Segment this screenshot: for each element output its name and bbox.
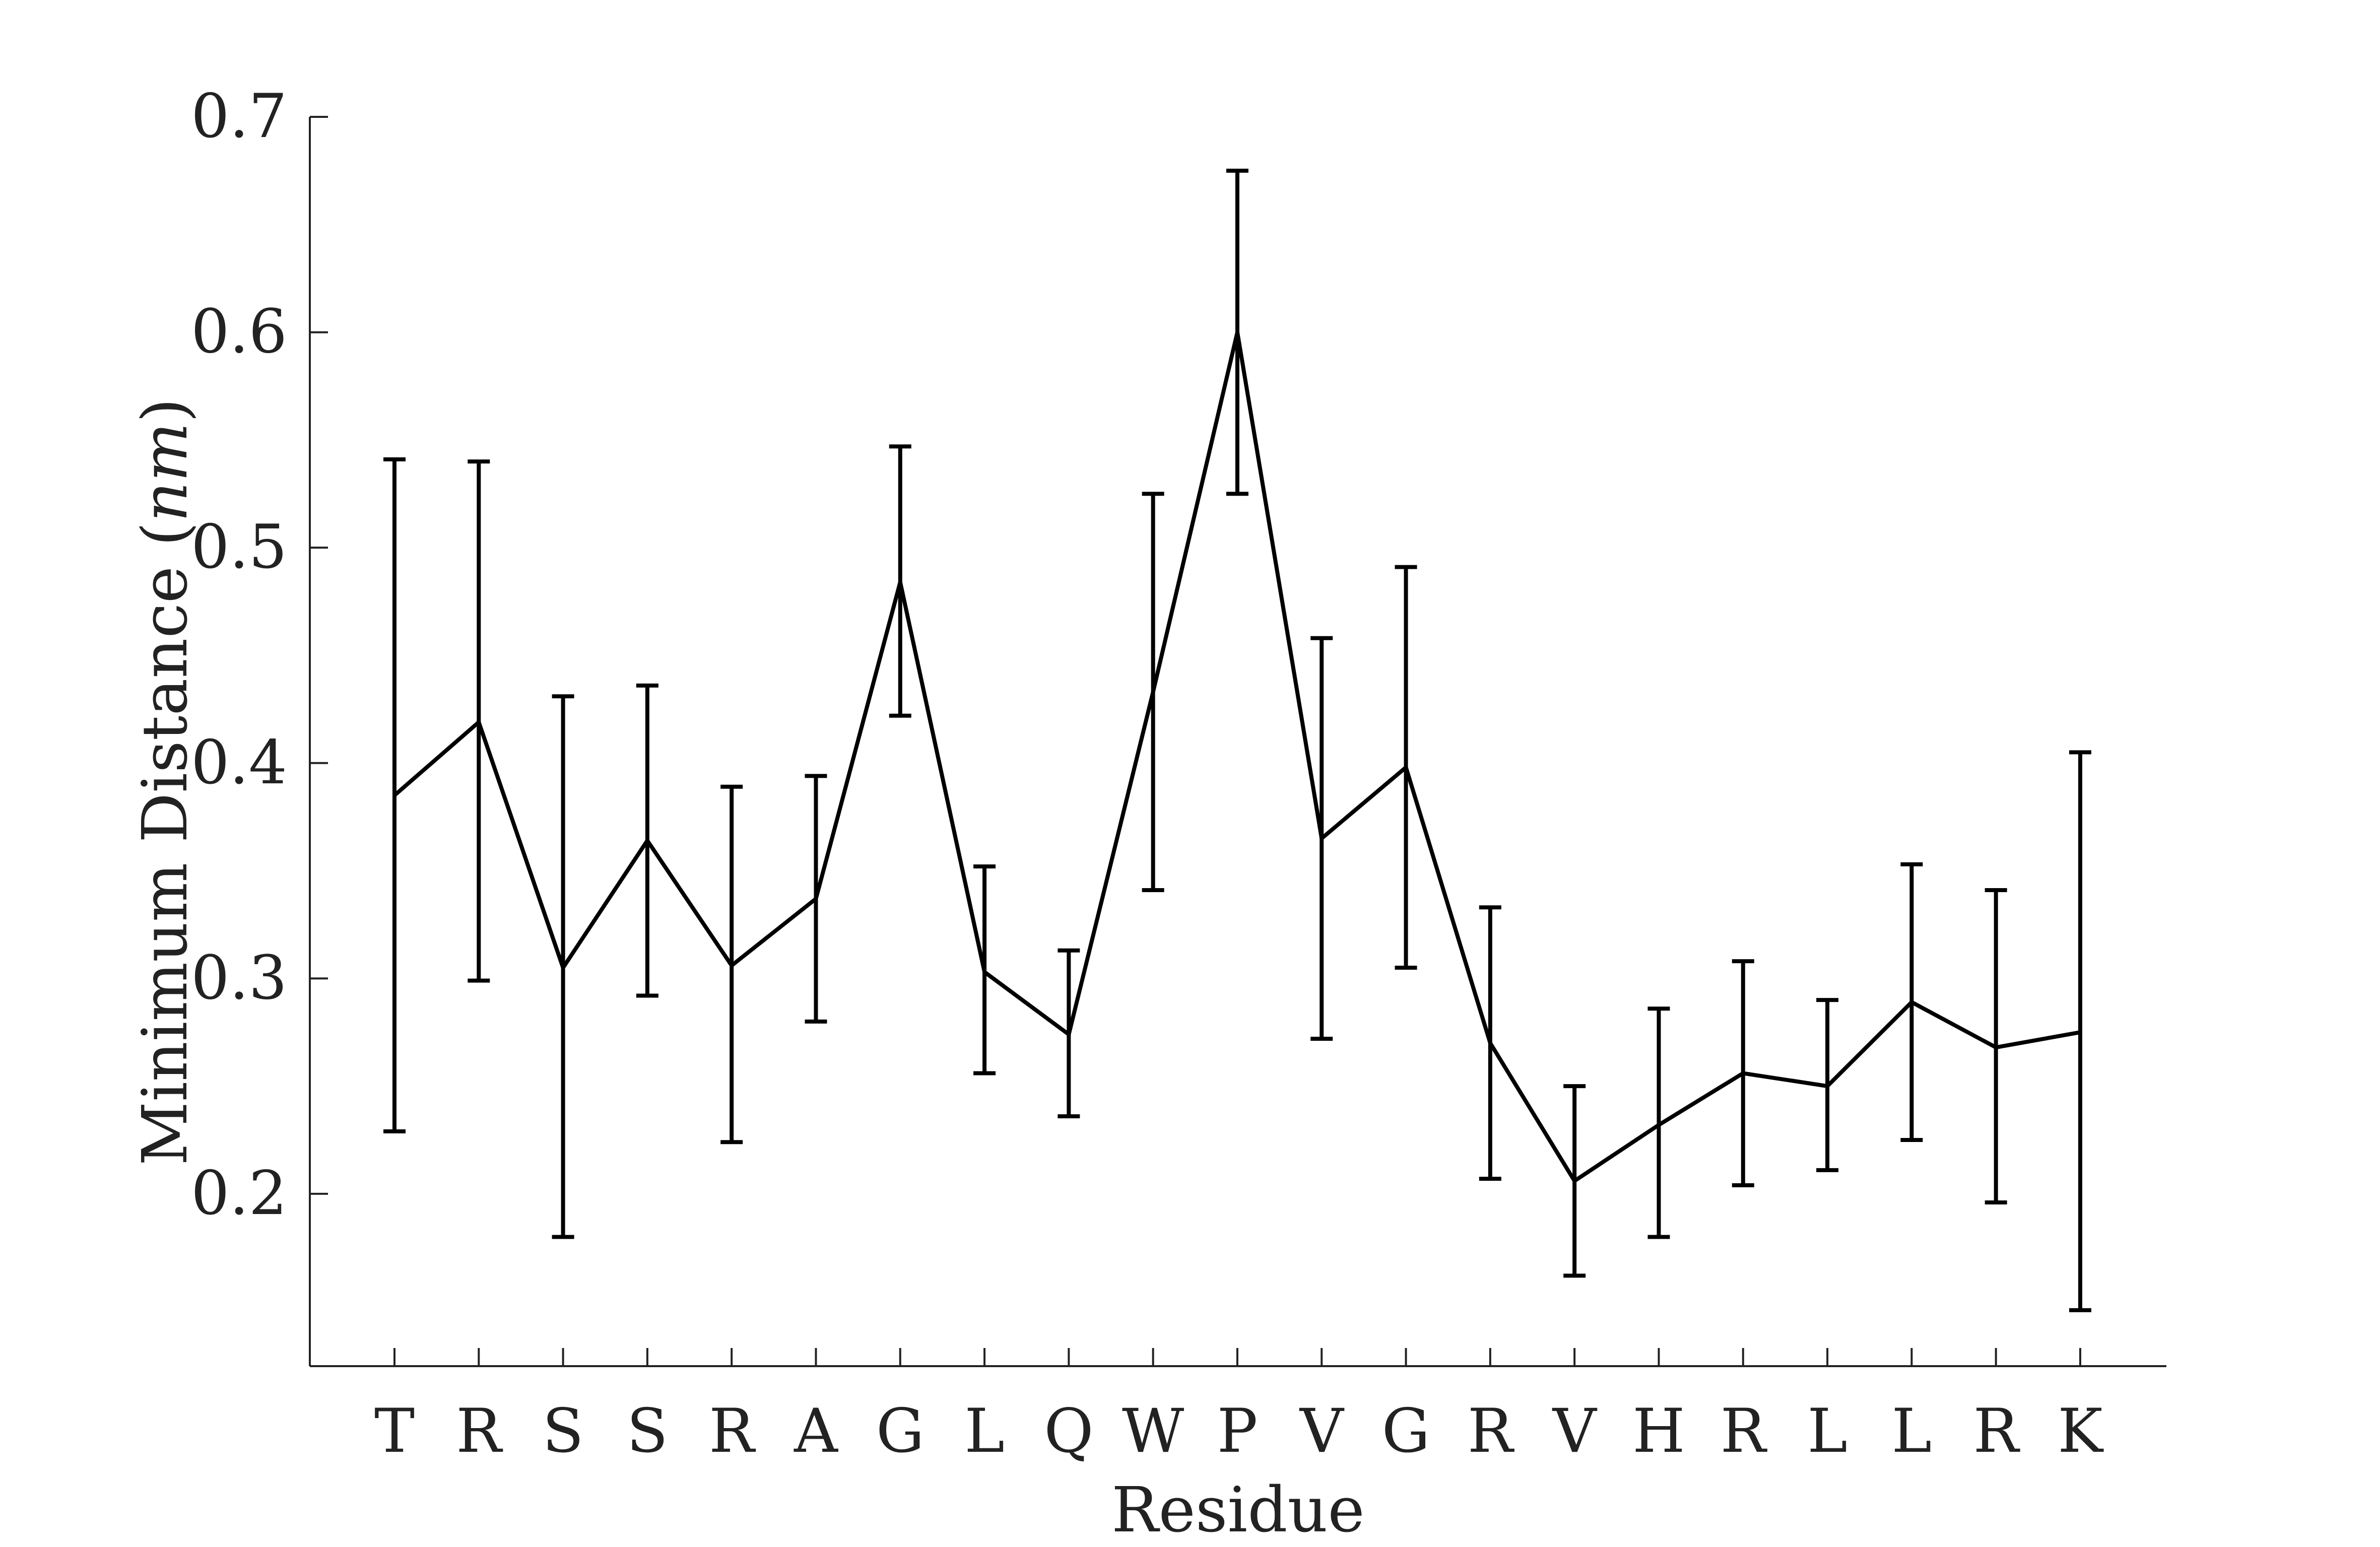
x-tick-label: K — [2058, 1396, 2104, 1466]
y-tick-label: 0.7 — [191, 82, 287, 152]
data-point — [1319, 836, 1324, 841]
y-tick-label: 0.3 — [191, 943, 287, 1013]
data-point — [898, 580, 902, 584]
data-point — [1741, 1071, 1745, 1075]
x-tick-label: G — [876, 1396, 924, 1466]
x-tick-label: R — [1973, 1396, 2021, 1466]
x-tick-label: R — [709, 1396, 756, 1466]
data-point — [1825, 1084, 1830, 1089]
x-tick-label: Q — [1044, 1396, 1093, 1466]
y-axis-title-unit: nm — [129, 423, 202, 522]
x-tick-label: V — [1299, 1396, 1345, 1466]
data-point — [1067, 1032, 1071, 1037]
x-tick-label: G — [1382, 1396, 1430, 1466]
data-point — [1235, 330, 1239, 334]
data-point — [477, 720, 481, 724]
x-tick-label: H — [1632, 1396, 1685, 1466]
y-tick-label: 0.4 — [191, 728, 287, 798]
x-tick-label: L — [964, 1396, 1005, 1466]
x-tick-label: A — [794, 1396, 838, 1466]
x-tick-label: W — [1122, 1396, 1184, 1466]
data-point — [645, 838, 649, 843]
data-point — [1909, 1000, 1914, 1004]
x-tick-label: R — [1468, 1396, 1515, 1466]
x-tick-label: L — [1807, 1396, 1847, 1466]
x-tick-label: T — [374, 1396, 415, 1466]
x-tick-label: R — [456, 1396, 503, 1466]
y-tick-label: 0.6 — [191, 297, 287, 367]
x-tick-label: L — [1892, 1396, 1932, 1466]
data-point — [1657, 1123, 1661, 1127]
data-point — [1994, 1045, 1998, 1050]
data-point — [730, 963, 734, 968]
x-tick-label: P — [1217, 1396, 1258, 1466]
data-point — [561, 965, 565, 970]
x-tick-label: R — [1721, 1396, 1768, 1466]
y-tick-label: 0.2 — [191, 1159, 287, 1229]
y-axis-title: Minimum Distance (nm) — [129, 398, 202, 1165]
y-ticks: 0.2 0.3 0.4 0.5 0.6 0.7 — [191, 82, 328, 1229]
data-point — [1572, 1179, 1577, 1183]
x-tick-label: S — [627, 1396, 668, 1466]
series — [392, 330, 2082, 1184]
data-point — [1151, 690, 1155, 694]
y-axis-title-prefix: Minimum Distance ( — [129, 522, 202, 1166]
data-point — [2078, 1030, 2082, 1035]
x-tick-label: S — [542, 1396, 583, 1466]
data-point — [1488, 1041, 1492, 1045]
data-point — [814, 897, 818, 901]
y-tick-label: 0.5 — [191, 512, 287, 582]
data-point — [1404, 765, 1408, 770]
data-point — [392, 793, 396, 797]
x-axis-title: Residue — [1111, 1474, 1365, 1546]
x-tick-label: V — [1552, 1396, 1598, 1466]
y-axis-title-suffix: ) — [129, 398, 202, 422]
data-point — [982, 970, 987, 974]
